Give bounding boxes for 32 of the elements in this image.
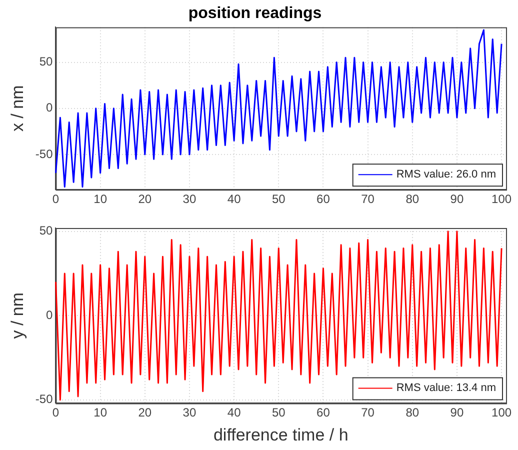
x-tick-label: 100 — [492, 192, 512, 206]
y-axis-title: y / nm — [8, 292, 27, 339]
chart-title: position readings — [188, 5, 322, 22]
x-tick-label: 50 — [272, 406, 286, 420]
y-tick-label: 0 — [46, 308, 54, 322]
x-tick-label: 90 — [450, 192, 464, 206]
y-tick-label: -50 — [35, 146, 54, 161]
x-tick-label: 80 — [406, 192, 420, 206]
x-tick-label: 80 — [406, 406, 420, 420]
legend-label: RMS value: 13.4 nm — [396, 382, 496, 394]
x-tick-label: 60 — [316, 406, 330, 420]
x-tick-label: 20 — [138, 192, 152, 206]
y-axis-title: x / nm — [8, 85, 27, 132]
x-tick-label: 90 — [450, 406, 464, 420]
x-tick-label: 60 — [316, 192, 330, 206]
y-tick-label: -50 — [35, 392, 54, 406]
x-tick-label: 10 — [94, 406, 108, 420]
x-tick-label: 100 — [492, 406, 512, 420]
x-axis-title: difference time / h — [213, 425, 348, 444]
y-tick-label: 0 — [46, 100, 54, 115]
x-tick-label: 10 — [94, 192, 108, 206]
legend-label: RMS value: 26.0 nm — [396, 168, 496, 181]
x-tick-label: 40 — [227, 192, 242, 206]
x-tick-label: 30 — [182, 192, 196, 206]
y-tick-label: 50 — [39, 54, 54, 69]
y-tick-label: 50 — [39, 224, 54, 238]
x-tick-label: 70 — [361, 406, 375, 420]
x-tick-label: 40 — [227, 406, 242, 420]
x-tick-label: 30 — [182, 406, 196, 420]
x-tick-label: 20 — [138, 406, 152, 420]
x-tick-label: 70 — [361, 192, 375, 206]
x-tick-label: 50 — [272, 192, 286, 206]
